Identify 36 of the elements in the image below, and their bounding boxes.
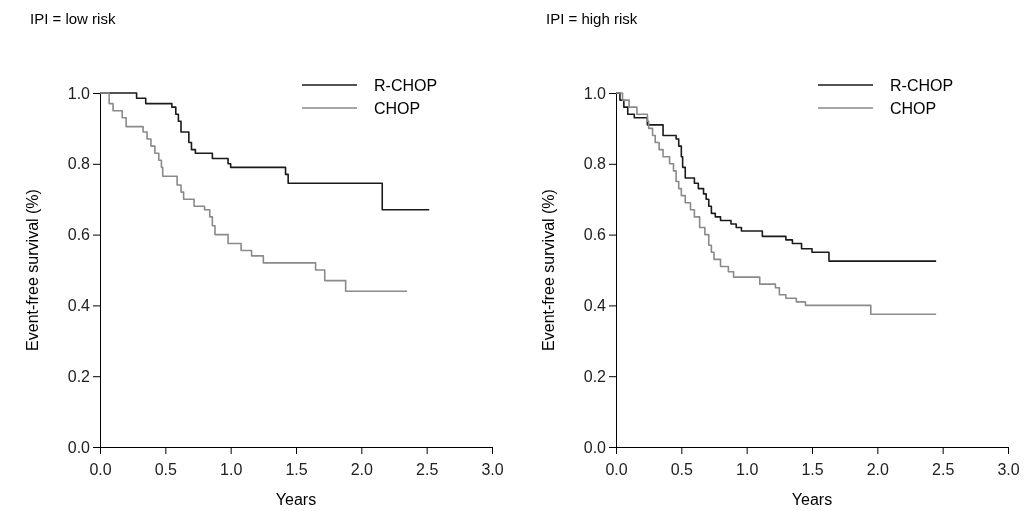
legend-label: R-CHOP xyxy=(890,77,954,94)
legend-label: CHOP xyxy=(890,100,937,117)
x-axis-title: Years xyxy=(275,491,317,508)
x-tick-label: 1.5 xyxy=(285,460,308,478)
y-tick-label: 0.8 xyxy=(67,155,91,173)
legend-label: CHOP xyxy=(374,100,421,117)
y-tick-label: 0.4 xyxy=(583,297,607,315)
x-tick-label: 0.0 xyxy=(605,460,628,478)
x-tick-label: 0.5 xyxy=(154,460,178,478)
x-tick-label: 3.0 xyxy=(997,460,1020,478)
x-tick-label: 2.0 xyxy=(350,460,374,478)
y-tick-label: 0.8 xyxy=(583,155,607,173)
y-axis-title: Event-free survival (%) xyxy=(24,189,41,351)
y-tick-label: 0.4 xyxy=(67,297,91,315)
x-tick-label: 2.0 xyxy=(866,460,890,478)
x-tick-label: 0.0 xyxy=(89,460,112,478)
y-tick-label: 0.6 xyxy=(583,226,607,244)
x-tick-label: 1.0 xyxy=(736,460,759,478)
y-tick-label: 1.0 xyxy=(583,84,607,102)
x-tick-label: 3.0 xyxy=(481,460,504,478)
y-tick-label: 0.2 xyxy=(67,367,91,385)
x-tick-label: 2.5 xyxy=(416,460,439,478)
y-axis-title: Event-free survival (%) xyxy=(540,189,557,351)
chart-title: IPI = low risk xyxy=(30,10,116,27)
y-tick-label: 0.2 xyxy=(583,367,607,385)
x-tick-label: 1.5 xyxy=(801,460,824,478)
x-axis-title: Years xyxy=(791,491,833,508)
x-tick-label: 1.0 xyxy=(220,460,243,478)
y-tick-label: 0.6 xyxy=(67,226,91,244)
y-tick-label: 0.0 xyxy=(67,438,91,456)
x-tick-label: 2.5 xyxy=(932,460,955,478)
y-tick-label: 1.0 xyxy=(67,84,91,102)
legend-label: R-CHOP xyxy=(374,77,438,94)
chart-title: IPI = high risk xyxy=(546,10,638,27)
x-tick-label: 0.5 xyxy=(670,460,694,478)
y-tick-label: 0.0 xyxy=(583,438,607,456)
